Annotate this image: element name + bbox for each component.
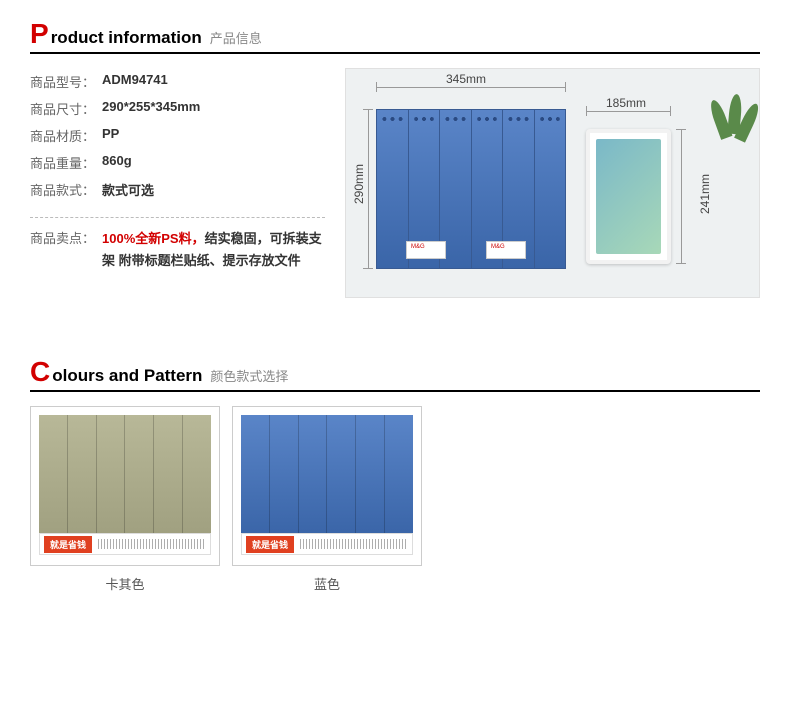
dim-label-241: 241mm — [698, 174, 712, 214]
organizer-label-sticker: M&G — [486, 241, 526, 259]
title-big-letter: C — [30, 358, 50, 386]
dim-cap — [376, 82, 377, 92]
color-name: 卡其色 — [30, 574, 220, 593]
dim-cap — [565, 82, 566, 92]
tablet-device — [586, 129, 671, 264]
color-name: 蓝色 — [232, 574, 422, 593]
selling-highlight: 100%全新PS料， — [102, 231, 205, 246]
dim-line — [368, 109, 369, 269]
dim-cap — [363, 109, 373, 110]
dim-line — [681, 129, 682, 264]
spec-table: 商品型号： ADM94741 商品尺寸： 290*255*345mm 商品材质：… — [30, 68, 325, 298]
section-title-colors: C olours and Pattern 颜色款式选择 — [30, 358, 760, 392]
title-rest: olours and Pattern — [52, 366, 202, 386]
spec-row-selling: 商品卖点： 100%全新PS料，结实稳固，可拆装支架 附带标题栏贴纸、提示存放文… — [30, 228, 325, 272]
dim-label-345: 345mm — [446, 72, 486, 86]
title-sub: 产品信息 — [210, 28, 262, 47]
spec-row-style: 商品款式： 款式可选 — [30, 176, 325, 203]
barcode-icon — [300, 539, 406, 549]
spec-label: 商品款式： — [30, 180, 102, 199]
spec-label: 商品重量： — [30, 153, 102, 172]
color-swatch: 就是省钱 — [30, 406, 220, 566]
dim-line — [376, 87, 566, 88]
selling-text: 100%全新PS料，结实稳固，可拆装支架 附带标题栏贴纸、提示存放文件 — [102, 228, 325, 272]
info-row: 商品型号： ADM94741 商品尺寸： 290*255*345mm 商品材质：… — [30, 68, 760, 298]
spec-label: 商品型号： — [30, 72, 102, 91]
organizer-slot — [377, 110, 408, 268]
dim-cap — [586, 106, 587, 116]
band-tag: 就是省钱 — [44, 536, 92, 553]
spec-label: 商品卖点： — [30, 228, 102, 272]
product-band: 就是省钱 — [39, 533, 211, 555]
organizer-label-sticker: M&G — [406, 241, 446, 259]
spec-row-size: 商品尺寸： 290*255*345mm — [30, 95, 325, 122]
dim-cap — [676, 129, 686, 130]
dim-cap — [670, 106, 671, 116]
color-card-blue: 就是省钱 蓝色 — [232, 406, 422, 593]
dim-cap — [363, 268, 373, 269]
product-band: 就是省钱 — [241, 533, 413, 555]
color-swatch: 就是省钱 — [232, 406, 422, 566]
spec-label: 商品材质： — [30, 126, 102, 145]
spec-value: PP — [102, 126, 119, 145]
plant-decoration — [704, 94, 764, 174]
band-tag: 就是省钱 — [246, 536, 294, 553]
spec-value: 860g — [102, 153, 132, 172]
dim-label-290: 290mm — [352, 164, 366, 204]
title-sub: 颜色款式选择 — [210, 366, 288, 385]
spec-label: 商品尺寸： — [30, 99, 102, 118]
dim-line — [586, 111, 671, 112]
product-figure: 345mm 185mm 290mm 241mm — [345, 68, 760, 298]
spec-value: 款式可选 — [102, 180, 154, 199]
file-organizer — [376, 109, 566, 269]
dim-cap — [676, 263, 686, 264]
spec-row-material: 商品材质： PP — [30, 122, 325, 149]
mini-organizer — [39, 415, 211, 535]
spec-row-model: 商品型号： ADM94741 — [30, 68, 325, 95]
product-info-section: P roduct information 产品信息 商品型号： ADM94741… — [30, 20, 760, 298]
barcode-icon — [98, 539, 204, 549]
title-big-letter: P — [30, 20, 49, 48]
section-title-product-info: P roduct information 产品信息 — [30, 20, 760, 54]
dim-label-185: 185mm — [606, 96, 646, 110]
organizer-slot — [534, 110, 566, 268]
spec-row-weight: 商品重量： 860g — [30, 149, 325, 176]
mini-organizer — [241, 415, 413, 535]
color-card-khaki: 就是省钱 卡其色 — [30, 406, 220, 593]
spec-value: 290*255*345mm — [102, 99, 200, 118]
colors-section: C olours and Pattern 颜色款式选择 就是省钱 卡其色 — [30, 358, 760, 593]
spec-value: ADM94741 — [102, 72, 168, 91]
colors-row: 就是省钱 卡其色 就是省钱 蓝色 — [30, 406, 760, 593]
title-rest: roduct information — [51, 28, 202, 48]
spec-divider — [30, 217, 325, 218]
